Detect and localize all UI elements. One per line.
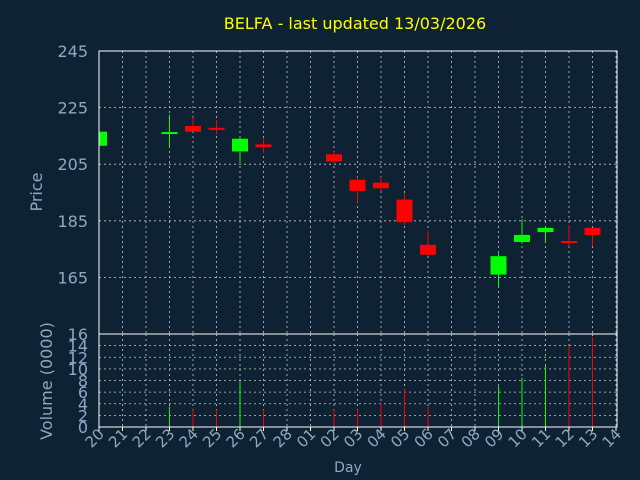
candle-body: [99, 131, 107, 146]
x-tick-label: 12: [552, 425, 578, 451]
candle-body: [232, 138, 248, 152]
price-tick-label: 225: [57, 99, 88, 118]
volume-tick-label: 14: [68, 337, 88, 356]
candle-body: [420, 244, 436, 255]
volume-tick-label: 16: [68, 325, 88, 344]
candle-body: [255, 144, 272, 148]
candle-body: [326, 154, 342, 162]
x-tick-label: 04: [364, 425, 390, 451]
volume-tick-label: 2: [78, 406, 88, 425]
x-tick-label: 27: [246, 425, 272, 451]
volume-tick-label: 0: [78, 418, 88, 437]
x-tick-label: 10: [505, 425, 531, 451]
candle-body: [561, 241, 577, 244]
candle-body: [373, 182, 389, 189]
candle-body: [185, 125, 201, 132]
candle-body: [161, 132, 178, 135]
candle-body: [208, 127, 225, 130]
price-panel: 165 185 205 225 245: [57, 42, 618, 335]
x-tick-label: 26: [223, 425, 249, 451]
x-tick-label: 28: [270, 425, 296, 451]
x-tick-label: 13: [575, 425, 601, 451]
price-tick-label: 245: [57, 42, 88, 61]
x-tick-label: 02: [317, 425, 343, 451]
x-tick-label: 23: [152, 425, 178, 451]
x-tick-label: 11: [528, 425, 554, 451]
x-tick-label: 21: [105, 425, 131, 451]
x-tick-label: 07: [434, 425, 460, 451]
x-tick-label: 06: [411, 425, 437, 451]
candle-body: [584, 227, 601, 235]
volume-tick-label: 8: [78, 372, 88, 391]
candle-body: [396, 199, 413, 223]
x-tick-label: 08: [458, 425, 484, 451]
candle-body: [490, 256, 507, 275]
price-tick-label: 185: [57, 212, 88, 231]
price-axis-label: Price: [27, 172, 46, 211]
x-tick-label: 14: [599, 425, 625, 451]
x-tick-label: 25: [199, 425, 225, 451]
x-axis-label: Day: [334, 460, 362, 476]
candle-body: [514, 234, 530, 243]
volume-tick-label: 4: [78, 395, 88, 414]
volume-tick-label: 10: [68, 360, 88, 379]
x-tick-label: 03: [340, 425, 366, 451]
x-tick-label: 05: [387, 425, 413, 451]
candle-body: [537, 227, 554, 233]
x-tick-label: 24: [176, 425, 202, 451]
volume-panel: 0246810121416202122232425262728010203040…: [68, 325, 625, 451]
volume-tick-label: 12: [68, 348, 88, 367]
price-tick-label: 165: [57, 268, 88, 287]
x-tick-label: 22: [129, 425, 155, 451]
x-tick-label: 01: [293, 425, 319, 451]
volume-tick-label: 6: [78, 383, 88, 402]
volume-axis-label: Volume (0000): [37, 322, 56, 440]
price-tick-label: 205: [57, 155, 88, 174]
candle-body: [349, 179, 366, 192]
x-tick-label: 09: [481, 425, 507, 451]
chart-title: BELFA - last updated 13/03/2026: [224, 14, 486, 33]
